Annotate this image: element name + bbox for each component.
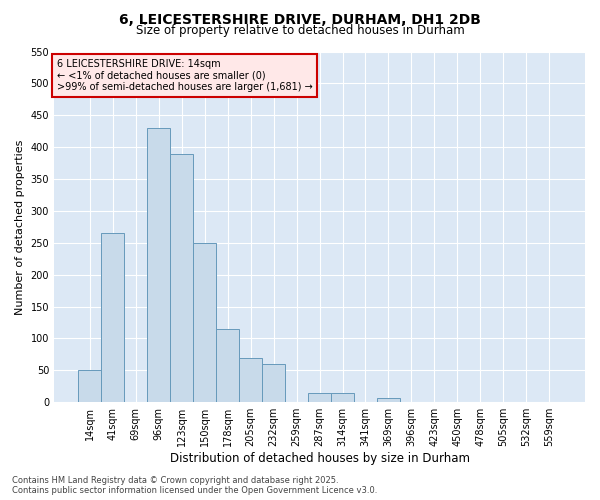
Bar [78,370,101,402]
Bar [216,329,239,402]
Bar [308,394,331,402]
Bar [170,154,193,402]
X-axis label: Distribution of detached houses by size in Durham: Distribution of detached houses by size … [170,452,470,465]
Bar [239,358,262,402]
Text: 6 LEICESTERSHIRE DRIVE: 14sqm
← <1% of detached houses are smaller (0)
>99% of s: 6 LEICESTERSHIRE DRIVE: 14sqm ← <1% of d… [56,58,313,92]
Text: 6, LEICESTERSHIRE DRIVE, DURHAM, DH1 2DB: 6, LEICESTERSHIRE DRIVE, DURHAM, DH1 2DB [119,12,481,26]
Y-axis label: Number of detached properties: Number of detached properties [15,139,25,314]
Bar [262,364,285,402]
Text: Contains HM Land Registry data © Crown copyright and database right 2025.
Contai: Contains HM Land Registry data © Crown c… [12,476,377,495]
Bar [331,394,354,402]
Bar [193,243,216,402]
Text: Size of property relative to detached houses in Durham: Size of property relative to detached ho… [136,24,464,37]
Bar [377,398,400,402]
Bar [101,233,124,402]
Bar [147,128,170,402]
